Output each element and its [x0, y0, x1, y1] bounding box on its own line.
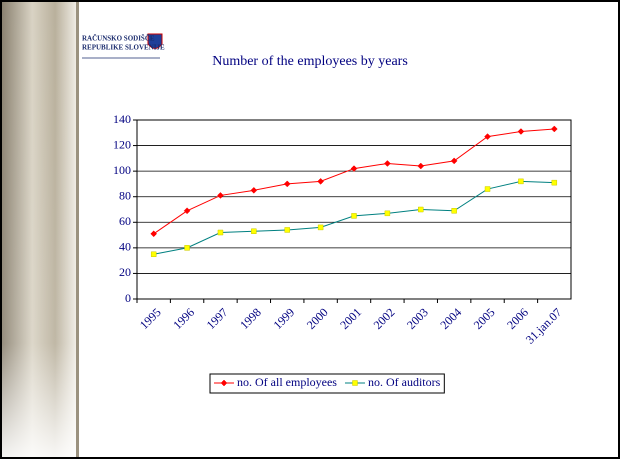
- data-point: [552, 180, 557, 185]
- legend-marker: [352, 381, 357, 386]
- y-tick-label: 0: [125, 291, 131, 305]
- y-tick-label: 100: [113, 163, 131, 177]
- data-point: [518, 179, 523, 184]
- chart-title: Number of the employees by years: [212, 54, 408, 69]
- data-point: [285, 227, 290, 232]
- y-tick-label: 20: [119, 265, 131, 279]
- coin-fade: [2, 2, 78, 457]
- data-point: [185, 245, 190, 250]
- data-point: [318, 225, 323, 230]
- data-point: [418, 207, 423, 212]
- logo-line: RAČUNSKO SODIŠČE: [82, 35, 155, 43]
- data-point: [218, 230, 223, 235]
- y-tick-label: 40: [119, 240, 131, 254]
- data-point: [352, 213, 357, 218]
- y-tick-label: 80: [119, 188, 131, 202]
- data-point: [251, 229, 256, 234]
- data-point: [151, 252, 156, 257]
- coin-edge: [76, 2, 79, 457]
- slide: RAČUNSKO SODIŠČE REPUBLIKE SLOVENIJE Num…: [0, 0, 620, 459]
- legend-label: no. Of auditors: [368, 375, 441, 389]
- y-tick-label: 140: [113, 112, 131, 126]
- data-point: [452, 208, 457, 213]
- y-tick-label: 60: [119, 214, 131, 228]
- logo-line: REPUBLIKE SLOVENIJE: [82, 44, 165, 52]
- y-tick-label: 120: [113, 137, 131, 151]
- data-point: [485, 187, 490, 192]
- legend-label: no. Of all employees: [237, 375, 337, 389]
- data-point: [385, 211, 390, 216]
